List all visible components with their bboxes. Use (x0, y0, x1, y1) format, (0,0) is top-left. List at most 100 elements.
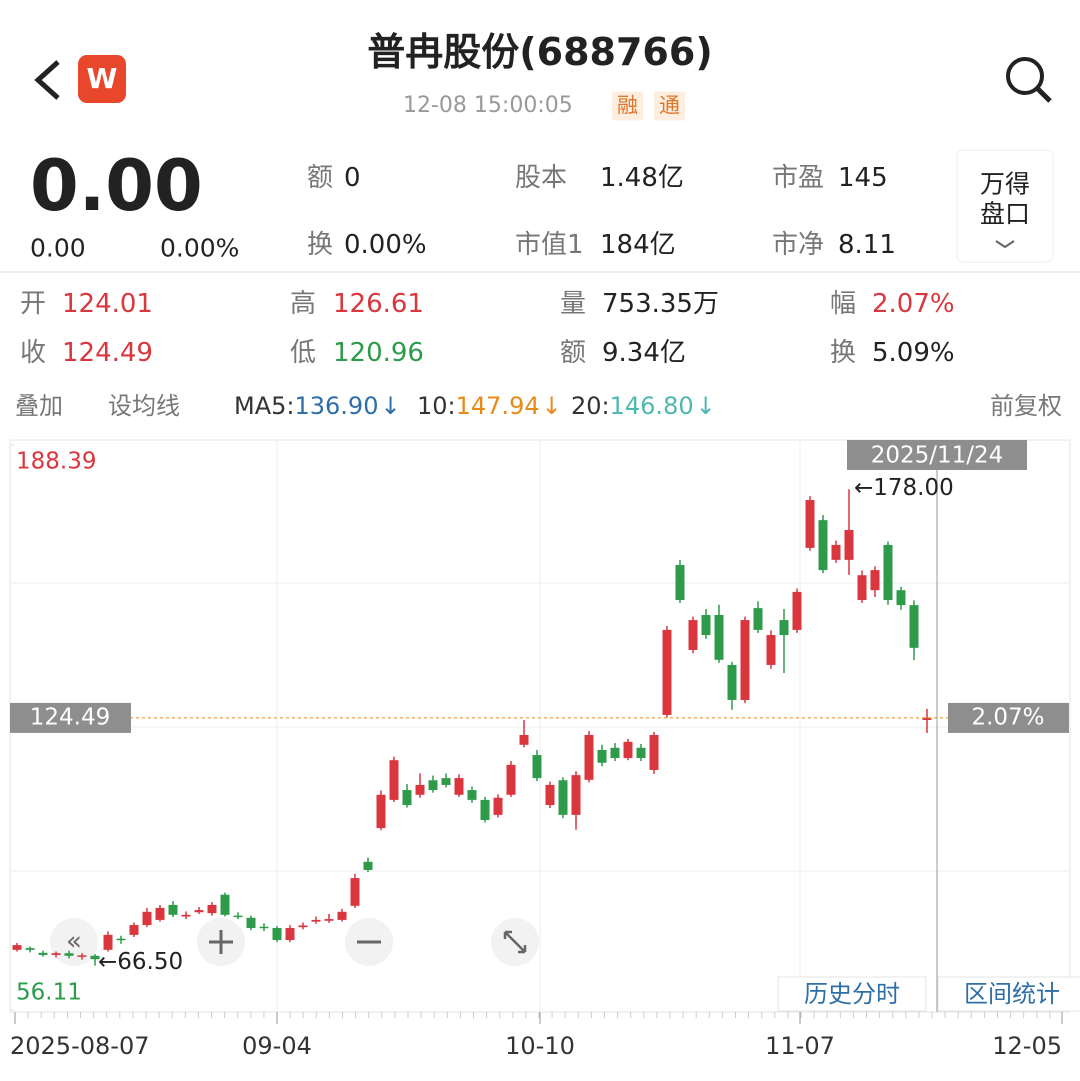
search-handle (1035, 86, 1052, 103)
candle-body (376, 794, 386, 829)
day-stat-value: 120.96 (333, 338, 424, 368)
candle-body (896, 590, 906, 606)
candle-body (12, 945, 22, 950)
day-stat-value: 5.09% (872, 338, 955, 368)
candle-body (753, 608, 763, 630)
candle-body (259, 926, 269, 929)
set-ma-button[interactable]: 设均线 (108, 392, 180, 420)
candle-body (272, 928, 282, 940)
candle-body (493, 797, 503, 815)
candle-body (285, 928, 295, 940)
stat-label: 额 (307, 163, 334, 193)
candle-body (402, 790, 412, 806)
crosshair-date: 2025/11/24 (871, 443, 1004, 469)
adjust-button[interactable]: 前复权 (990, 392, 1062, 420)
tag: 通 (654, 91, 685, 121)
ma-value: 136.90 (294, 392, 379, 420)
candle-body (558, 780, 568, 815)
candle-body (181, 914, 191, 917)
candle-body (805, 500, 815, 548)
wind-button-label[interactable]: 盘口 (979, 199, 1031, 229)
candle-body (77, 955, 87, 957)
change-percent: 0.00% (160, 233, 240, 263)
day-stat-label: 开 (20, 289, 47, 319)
stat-value: 0.00% (344, 230, 427, 260)
day-stat-label: 收 (20, 338, 47, 368)
search-button[interactable] (1006, 57, 1044, 95)
candle-body (909, 605, 919, 648)
candle-body (519, 734, 529, 745)
wind-button[interactable] (956, 149, 1054, 263)
overlay-button[interactable]: 叠加 (15, 392, 63, 420)
candle-body (818, 520, 828, 571)
day-stat-label: 低 (290, 338, 317, 368)
candle-body (597, 749, 607, 763)
candle-body (298, 925, 308, 928)
stat-label: 换 (307, 230, 334, 260)
candle-body (883, 544, 893, 601)
candle-body (662, 629, 672, 715)
stat-value: 1.48亿 (600, 163, 684, 193)
stat-label: 市盈 (772, 163, 825, 193)
candle-body (220, 894, 230, 915)
candle-body (623, 741, 633, 759)
candle-body (142, 911, 152, 926)
change: 0.00 (30, 233, 86, 263)
candle-body (337, 911, 347, 920)
app-icon[interactable] (78, 55, 126, 103)
ma-arrow: ↓ (380, 392, 401, 420)
x-tick-label: 12-05 (992, 1032, 1062, 1060)
last-price-box (10, 702, 131, 733)
candle-body (480, 799, 490, 820)
price: 0.00 (30, 145, 203, 227)
x-tick-label: 2025-08-07 (10, 1032, 149, 1060)
day-stat-value: 2.07% (872, 289, 955, 319)
day-stat-label: 高 (290, 289, 317, 319)
stat-value: 0 (344, 163, 361, 193)
candle-body (779, 620, 789, 636)
day-stat-value: 124.01 (62, 289, 153, 319)
stat-value: 145 (838, 163, 888, 193)
zoom-in-icon (209, 930, 233, 954)
day-stat-value: 753.35万 (602, 289, 719, 319)
chart-button-label: 区间统计 (964, 980, 1060, 1008)
candle-body (246, 917, 256, 929)
stat-value: 8.11 (838, 230, 896, 260)
candle-body (922, 717, 932, 720)
scroll-left-button[interactable] (50, 918, 98, 966)
title: 普冉股份(688766) (367, 30, 713, 74)
candle-body (584, 734, 594, 780)
candle-body (441, 778, 451, 785)
candle-body (688, 620, 698, 650)
wind-button-label[interactable]: 万得 (979, 169, 1031, 199)
candle-body (571, 775, 581, 815)
candle-body (649, 734, 659, 770)
candle-body (207, 904, 217, 914)
stat-value: 184亿 (600, 230, 676, 260)
ma-value: 147.94 (455, 392, 540, 420)
candle-body (233, 915, 243, 918)
candle-body (90, 955, 100, 960)
chart-button[interactable] (777, 976, 927, 1012)
low-label: ←66.50 (98, 949, 183, 975)
app-icon-letter: W (87, 62, 118, 95)
candle-body (324, 919, 334, 921)
day-stat-value: 124.49 (62, 338, 153, 368)
candle-body (38, 952, 48, 955)
candle-body (675, 564, 685, 601)
day-stat-label: 量 (560, 289, 587, 319)
chart-button[interactable] (937, 976, 1080, 1012)
fullscreen-icon (503, 930, 527, 954)
candle-body (844, 529, 854, 560)
timestamp: 12-08 15:00:05 (403, 93, 573, 118)
back-button[interactable] (34, 60, 60, 100)
last-price-label: 124.49 (30, 704, 110, 730)
candle-body (194, 910, 204, 913)
candle-body (740, 620, 750, 700)
x-tick-label: 09-04 (242, 1032, 312, 1060)
x-tick-label: 10-10 (505, 1032, 575, 1060)
candle-body (792, 591, 802, 630)
candle-body (116, 938, 126, 941)
